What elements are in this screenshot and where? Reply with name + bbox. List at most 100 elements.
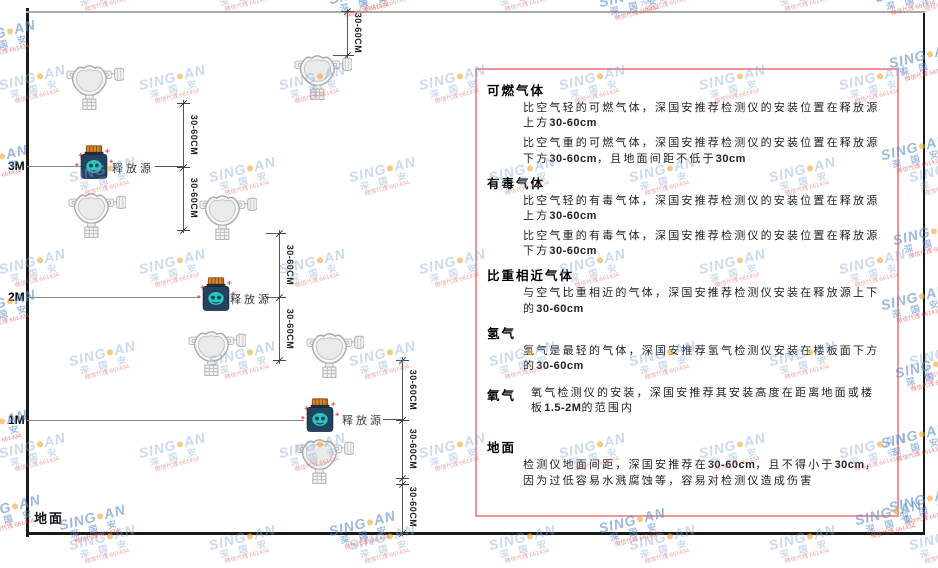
gas-detector-icon [199,190,258,247]
measurement-value: 30-60cm [549,152,597,165]
watermark-cjk-text: 深 国 安 [904,366,938,388]
measurement-value: 30cm [715,152,746,165]
watermark-cjk-text: 深 国 安 [68,517,122,540]
panel-paragraph: 比空气轻的有毒气体，深国安推荐检测仪的安装位置在释放源上方30-60cm [523,194,885,224]
watermark-agent-text: 微信代理 661434 [224,0,271,14]
room-floor-line [26,532,925,535]
paragraph-text: 检测仪地面间距，深国安推荐在 [523,459,708,472]
watermark-cjk-text: 深 国 安 [498,537,552,560]
watermark-cjk-text: 深 国 安 [631,0,700,10]
panel-section: 可燃气体 比空气轻的可燃气体，深国安推荐检测仪的安装位置在释放源上方30-60cm… [487,80,885,167]
ground-label: 地面 [34,511,65,526]
watermark-agent-text: 微信代理 661434 [14,272,61,290]
release-source-icon [300,398,340,439]
watermark-dot-icon [930,227,938,235]
measurement-value: 30-60cm [536,302,584,315]
watermark-agent-text: 微信代理 661434 [904,66,938,84]
gas-detector-icon [294,50,353,107]
panel-paragraph: 氢气是最轻的气体，深国安推荐氢气检测仪安装在楼板面下方的30-60cm [523,344,885,374]
watermark-dot-icon [366,518,374,526]
dimension-label: 30-60CM [408,486,418,528]
paragraph-text: 氢气是最轻的气体，深国安推荐氢气检测仪安装在楼板面下方的 [523,344,880,372]
watermark-agent-text: 微信代理 661434 [0,0,1,16]
paragraph-text: 的范围内 [581,402,635,415]
watermark-agent-text: 微信代理 661434 [84,548,131,566]
watermark-dot-icon [0,152,6,160]
watermark-agent-text: 微信代理 661434 [364,180,411,198]
watermark-agent-text: 微信代理 661434 [74,528,121,546]
release-source-label-2m: 释放源 [230,294,272,306]
watermark-dot-icon [106,348,114,356]
panel-section: 氧气 氧气检测仪的安装，深国安推荐其安装高度在距离地面或楼板1.5-2M的范围内 [487,379,885,421]
panel-section: 地面 检测仪地面间距，深国安推荐在30-60cm，且不得小于30cm，因为过低容易… [487,437,885,488]
paragraph-text: 比空气重的可燃气体，深国安推荐检测仪的安装位置在释放源下方 [523,137,880,165]
watermark-agent-text: 微信代理 661434 [504,548,551,566]
paragraph-text: 氧气检测仪的安装，深国安推荐其安装高度在距离地面或楼板 [531,387,875,415]
watermark-cjk-text: 深 国 安 [8,77,62,100]
panel-section: 有毒气体 比空气轻的有毒气体，深国安推荐检测仪的安装位置在释放源上方30-60cm… [487,173,885,260]
watermark-cjk-text: 深 国 安 [338,523,392,546]
watermark-cjk-text: 深 国 安 [338,0,392,14]
watermark-cjk-text: 深 国 安 [148,77,202,100]
measurement-value: 30-60cm [549,245,597,258]
watermark-cjk-text: 深 国 安 [351,0,420,10]
panel-section: 比重相近气体与空气比重相近的气体，深国安推荐检测仪安装在释放源上下的30-60c… [487,265,885,316]
watermark-agent-text: 微信代理 661434 [504,0,551,14]
watermark-dot-icon [932,360,938,368]
watermark-cjk-text: 深 国 安 [71,0,140,10]
watermark-dot-icon [0,417,6,425]
panel-section-heading: 比重相近气体 [487,269,575,284]
panel-section: 氢气 氢气是最轻的气体，深国安推荐氢气检测仪安装在楼板面下方的30-60cm [487,323,885,374]
dimension-label: 30-60CM [285,244,295,286]
level-label-2m: 2M [8,290,25,304]
dimension-label: 30-60CM [189,114,199,156]
watermark-cjk-text: 深 国 安 [8,445,62,468]
watermark-dot-icon [926,494,934,502]
watermark-dot-icon [96,512,104,520]
watermark-cjk-text: 深 国 安 [608,0,662,17]
watermark-agent-text: 微信代理 661434 [644,0,691,14]
panel-paragraph: 比空气重的有毒气体，深国安推荐检测仪的安装位置在释放源下方30-60cm [523,229,885,259]
release-source-label-1m: 释放源 [342,415,384,427]
watermark-cjk-text: 深 国 安 [78,353,132,376]
room-right-wall [923,11,925,534]
panel-section-heading: 氢气 [487,326,517,341]
watermark-dot-icon [36,256,44,264]
measurement-value: 30-60cm [549,209,597,222]
watermark-cjk-text: 深 国 安 [8,261,62,284]
watermark-dot-icon [176,440,184,448]
room-ceiling-line [26,11,925,13]
paragraph-text: 与空气比重相近的气体，深国安推荐检测仪安装在释放源上下的 [523,287,880,315]
release-source-icon [74,145,114,186]
watermark-cjk-text: 深 国 安 [0,302,32,325]
watermark-agent-text: 微信代理 661434 [784,0,831,14]
watermark-agent-text: 微信代理 661434 [364,548,411,566]
